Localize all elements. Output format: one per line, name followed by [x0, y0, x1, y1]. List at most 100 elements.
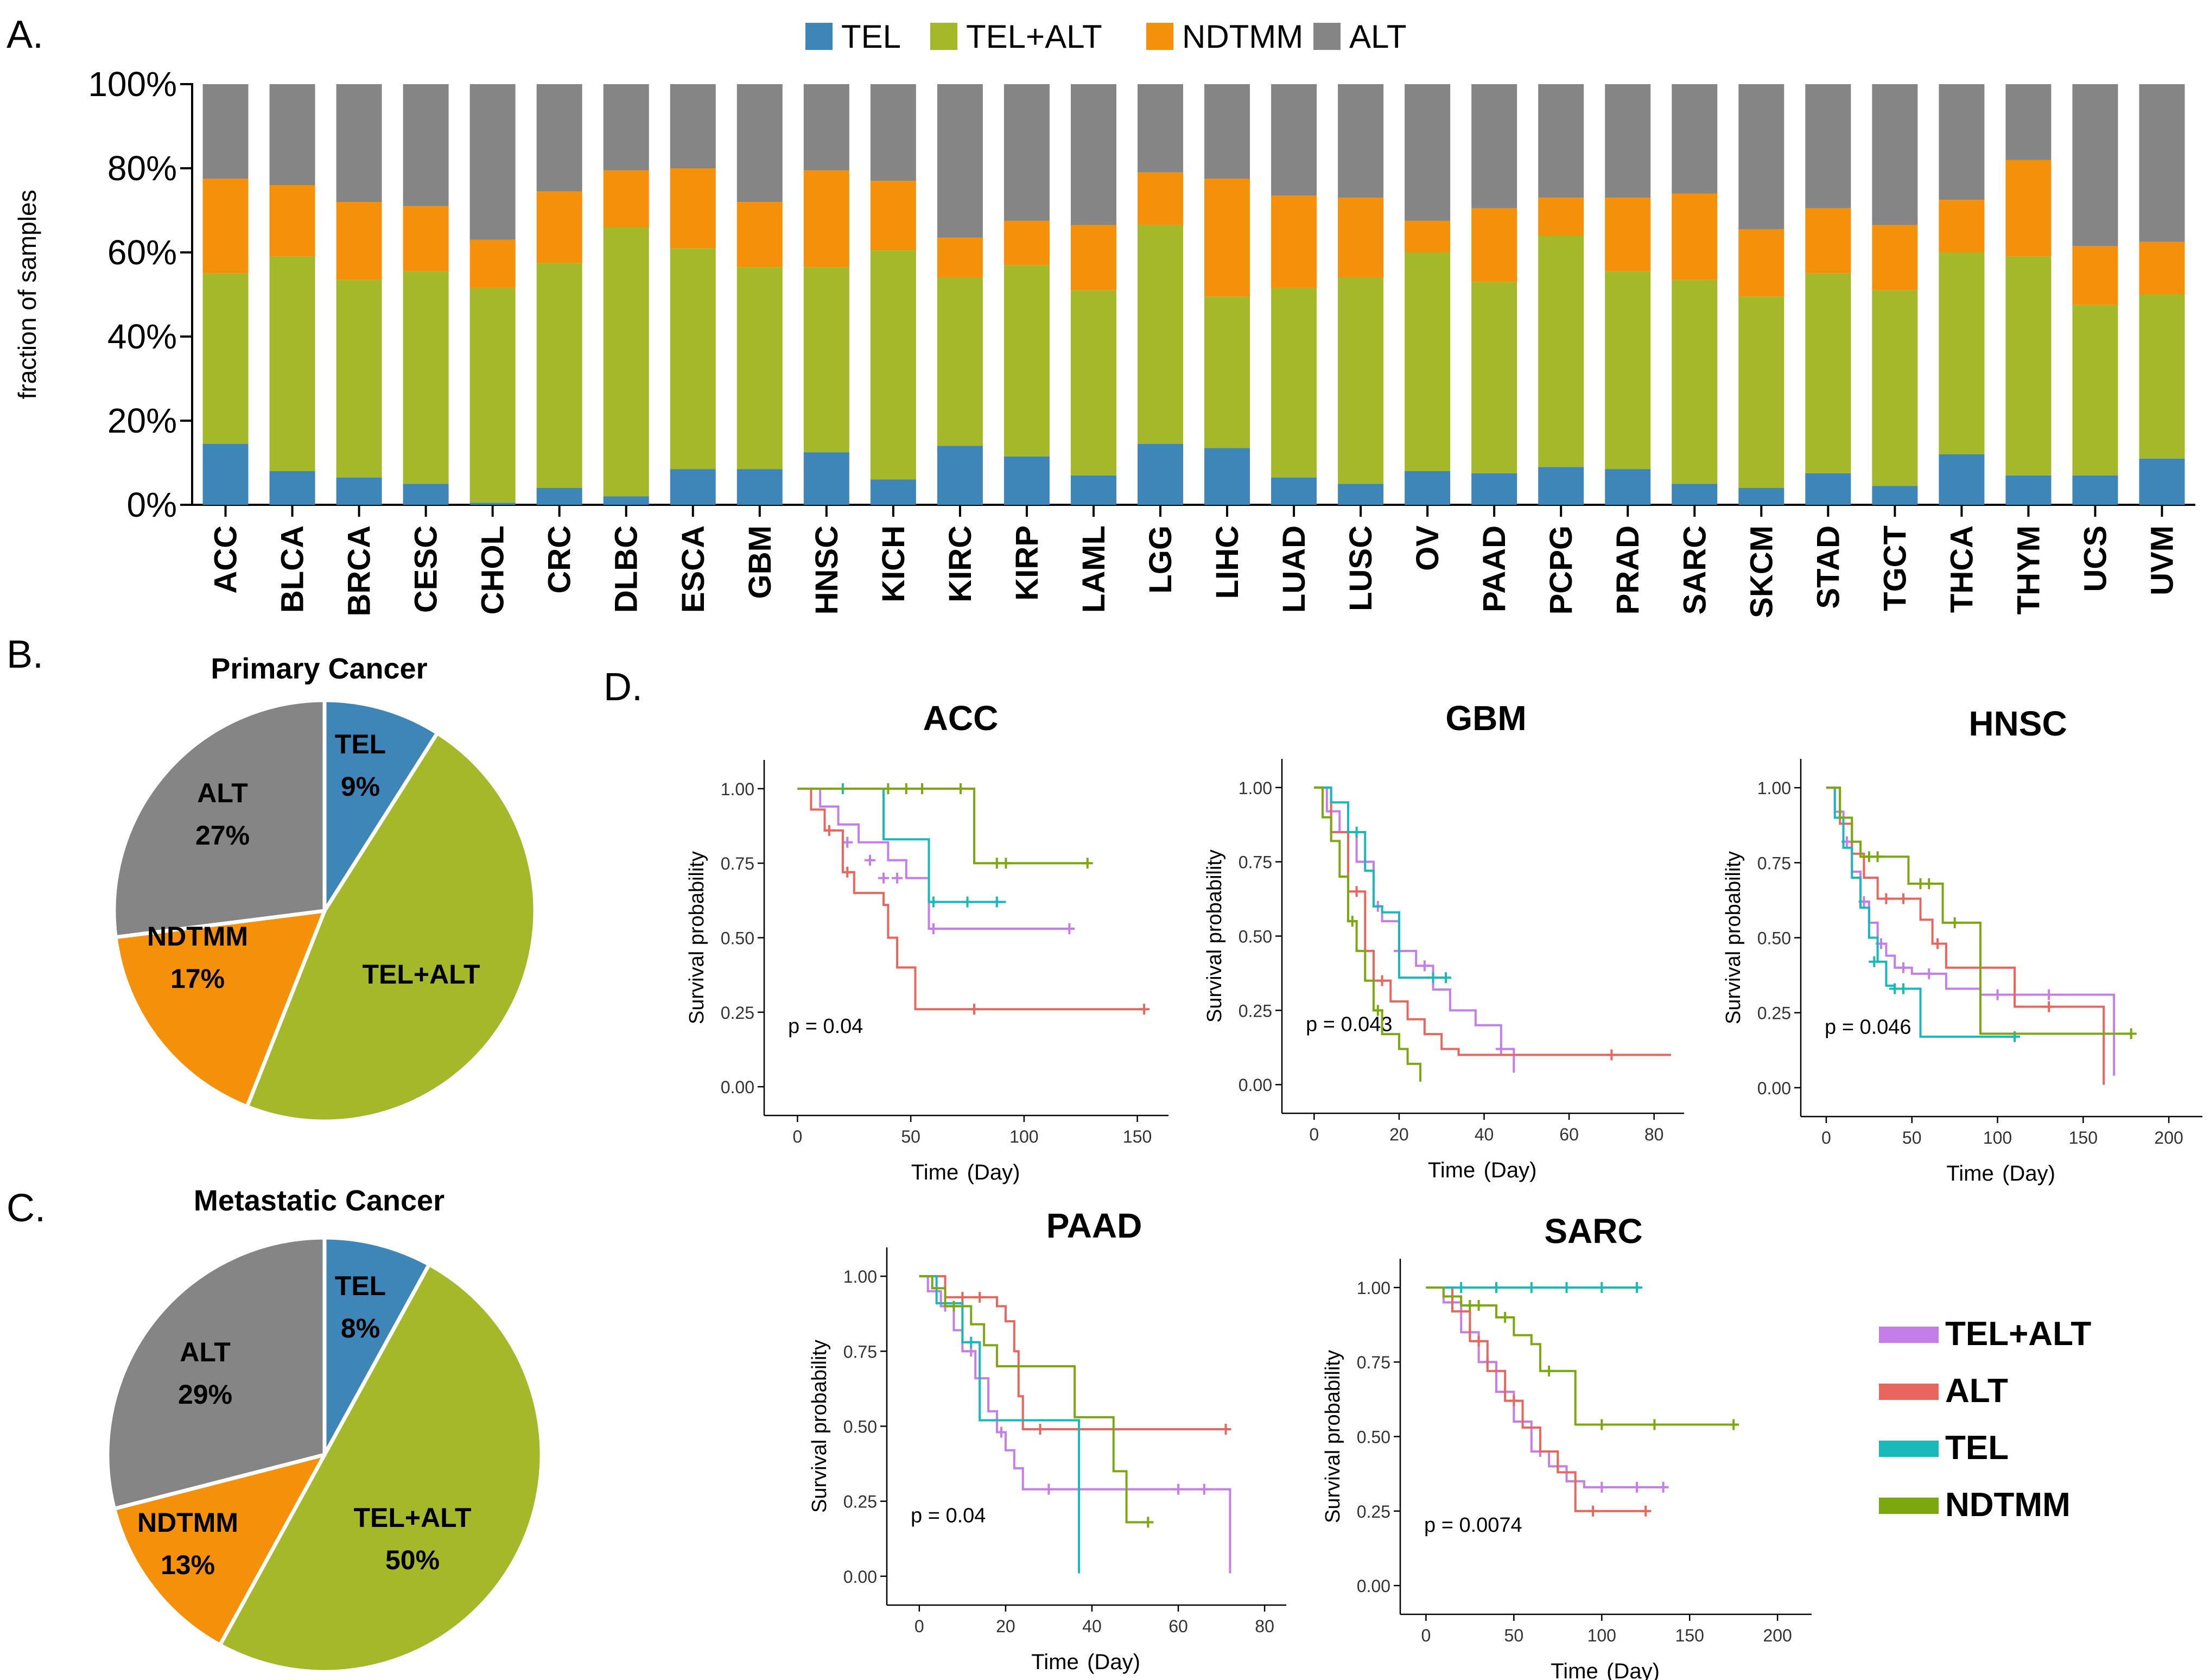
km-censor-mark — [948, 1301, 960, 1312]
bar-segment-tel-alt — [870, 250, 916, 480]
pie-slice-percent: 50% — [385, 1545, 440, 1575]
km-censor-mark — [1220, 1424, 1231, 1435]
x-tick-label: SKCM — [1744, 525, 1779, 618]
pie-slice-label: TEL+ALT — [353, 1503, 471, 1533]
bar-segment-tel-alt — [937, 277, 983, 446]
bar-segment-alt — [1872, 84, 1918, 225]
pie-slice-label: TEL — [335, 729, 386, 759]
x-tick-label: PRAD — [1610, 525, 1646, 614]
bar-segment-ndtmm — [736, 202, 783, 268]
pie-slice-label: NDTMM — [137, 1507, 238, 1538]
legend-label: TEL+ALT — [966, 18, 1102, 55]
km-censor-mark — [1728, 1419, 1739, 1430]
km-y-axis-label: Survival probability — [1722, 851, 1745, 1024]
bar-segment-alt — [2005, 84, 2052, 160]
km-y-tick-label: 0.00 — [843, 1567, 877, 1587]
km-censor-mark — [957, 1291, 968, 1303]
km-x-tick-label: 200 — [1763, 1626, 1792, 1645]
km-censor-mark — [1347, 916, 1358, 927]
bar-segment-ndtmm — [202, 179, 249, 274]
bar-segment-alt — [1805, 84, 1851, 208]
km-x-tick-label: 20 — [1389, 1125, 1409, 1144]
bar-segment-tel-alt — [1405, 252, 1451, 471]
km-y-tick-label: 1.00 — [721, 779, 754, 799]
bar-segment-tel — [1738, 488, 1784, 505]
pie-slice-percent: 8% — [341, 1313, 380, 1343]
bar-segment-ndtmm — [937, 237, 983, 278]
km-p-value: p = 0.04 — [911, 1504, 986, 1527]
km-censor-mark — [928, 896, 939, 908]
x-tick-label: LIHC — [1210, 525, 1245, 599]
bar-segment-ndtmm — [1738, 229, 1784, 297]
bar-segment-alt — [1538, 84, 1584, 198]
km-x-axis-label: Time — [1946, 1162, 1993, 1185]
bar-segment-alt — [403, 84, 449, 206]
km-y-tick-label: 0.75 — [1357, 1353, 1390, 1372]
legend-swatch-0 — [805, 23, 833, 50]
bar-segment-tel — [670, 469, 716, 505]
bar-segment-tel-alt — [1471, 282, 1517, 473]
km-censor-mark — [991, 858, 1002, 869]
km-p-value: p = 0.0074 — [1424, 1514, 1522, 1537]
pie-slice-label: TEL+ALT — [362, 959, 480, 990]
km-x-axis-label-unit: (Day) — [967, 1161, 1020, 1184]
km-y-axis-label: Survival probability — [808, 1340, 831, 1513]
panel-label-d: D. — [604, 665, 643, 709]
legend-swatch-3 — [1313, 23, 1341, 50]
km-y-tick-label: 0.25 — [843, 1492, 877, 1512]
bar-segment-ndtmm — [1538, 198, 1584, 236]
km-x-tick-label: 0 — [1309, 1125, 1319, 1144]
km-p-value: p = 0.043 — [1306, 1013, 1393, 1036]
km-censor-mark — [1949, 917, 1960, 928]
km-censor-mark — [1082, 858, 1093, 869]
bar-segment-tel-alt — [1672, 280, 1718, 484]
bar-segment-alt — [1738, 84, 1784, 230]
bar-segment-tel-alt — [1805, 273, 1851, 473]
x-tick-label: PAAD — [1477, 525, 1512, 612]
bar-segment-tel — [469, 503, 516, 505]
bar-segment-tel-alt — [1872, 290, 1918, 486]
bar-segment-alt — [670, 84, 716, 168]
km-x-tick-label: 80 — [1644, 1125, 1664, 1144]
bar-segment-tel-alt — [1204, 296, 1250, 448]
pie-title: Metastatic Cancer — [194, 1184, 444, 1217]
km-x-tick-label: 150 — [1675, 1626, 1704, 1645]
legend-label: ALT — [1349, 18, 1407, 55]
bar-segment-tel-alt — [1338, 277, 1384, 484]
km-censor-mark — [1173, 1484, 1184, 1495]
pie-chart: Primary Cancer TEL 9% TEL+ALT NDTMM 17% ALT 27% — [112, 652, 537, 1124]
bar-segment-alt — [336, 84, 382, 202]
bar-segment-tel — [803, 452, 849, 505]
bar-segment-tel-alt — [736, 267, 783, 470]
km-censor-mark — [1043, 1484, 1055, 1495]
bar-segment-ndtmm — [1672, 193, 1718, 280]
km-y-tick-label: 0.50 — [1757, 929, 1791, 948]
km-x-tick-label: 100 — [1587, 1626, 1616, 1645]
km-x-tick-label: 200 — [2154, 1128, 2183, 1148]
km-censor-mark — [1631, 1282, 1643, 1293]
bar-segment-alt — [2072, 84, 2118, 246]
km-p-value: p = 0.04 — [788, 1015, 863, 1038]
x-tick-label: KIRC — [943, 525, 978, 603]
km-plot: SARC 0.00 0.25 0.50 0.75 1.00 0 50 100 150 200 Surv… — [1322, 1212, 1812, 1680]
km-censor-mark — [1606, 1049, 1617, 1061]
km-curve-alt — [1426, 1286, 1646, 1512]
pie-chart: Metastatic Cancer TEL 8% TEL+ALT 50% NDTMM 13%… — [105, 1184, 542, 1672]
km-y-tick-label: 1.00 — [1757, 778, 1791, 798]
km-y-tick-label: 1.00 — [1239, 778, 1272, 798]
bar-segment-tel-alt — [1939, 252, 1985, 454]
km-censor-mark — [1932, 938, 1944, 949]
km-censor-mark — [1596, 1419, 1608, 1430]
bar-segment-alt — [937, 84, 983, 238]
pie-slice-tel — [322, 698, 440, 918]
km-y-tick-label: 0.50 — [721, 929, 754, 948]
pie-slice-label: TEL — [335, 1271, 386, 1301]
km-censor-mark — [1198, 1484, 1210, 1495]
km-curve-ndtmm — [1426, 1286, 1734, 1426]
bar-segment-tel — [1672, 484, 1718, 505]
bar-segment-ndtmm — [1939, 200, 1985, 252]
km-curve-tel — [1314, 786, 1446, 979]
km-censor-mark — [1649, 1419, 1660, 1430]
km-x-axis-label: Time — [1428, 1158, 1475, 1182]
